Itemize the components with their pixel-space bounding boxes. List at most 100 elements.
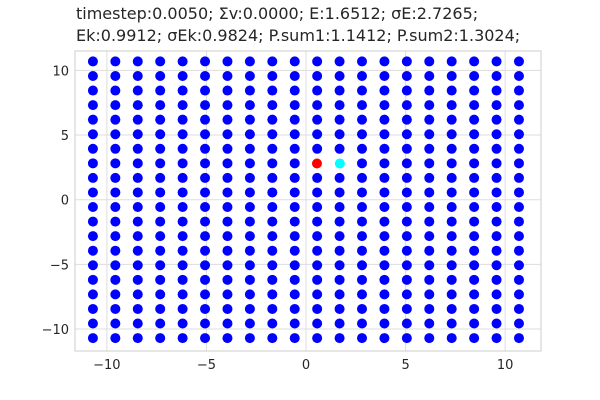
lattice-point [222, 114, 233, 125]
lattice-point [491, 202, 502, 213]
lattice-point [289, 85, 300, 96]
lattice-point [446, 274, 457, 285]
lattice-point [312, 260, 323, 271]
lattice-point [446, 303, 457, 314]
lattice-point [513, 245, 524, 256]
lattice-point [155, 245, 166, 256]
lattice-point [177, 231, 188, 242]
lattice-point [155, 114, 166, 125]
lattice-point [267, 158, 278, 169]
lattice-point [87, 216, 98, 227]
x-tick-label: −5 [197, 358, 216, 373]
y-tick-label: 0 [61, 194, 69, 209]
lattice-point [132, 85, 143, 96]
lattice-point [491, 85, 502, 96]
lattice-point [379, 216, 390, 227]
lattice-point [155, 158, 166, 169]
lattice-point [155, 202, 166, 213]
lattice-point [401, 202, 412, 213]
x-tick-label: 0 [302, 358, 310, 373]
lattice-point [446, 318, 457, 329]
lattice-point [401, 318, 412, 329]
lattice-point [312, 202, 323, 213]
data-points [87, 56, 524, 344]
lattice-point [177, 172, 188, 183]
lattice-point [110, 231, 121, 242]
lattice-point [200, 274, 211, 285]
grid-lines [75, 51, 541, 351]
lattice-point [491, 245, 502, 256]
lattice-point [244, 216, 255, 227]
lattice-point [155, 231, 166, 242]
lattice-point [312, 245, 323, 256]
lattice-point [87, 303, 98, 314]
lattice-point [312, 70, 323, 81]
lattice-point [424, 231, 435, 242]
lattice-point [334, 245, 345, 256]
y-tick-label: −5 [50, 258, 69, 273]
lattice-point [424, 143, 435, 154]
lattice-point [424, 129, 435, 140]
lattice-point [267, 303, 278, 314]
lattice-point [357, 187, 368, 198]
lattice-point [334, 333, 345, 344]
lattice-point [513, 202, 524, 213]
lattice-point [267, 245, 278, 256]
lattice-point [177, 56, 188, 67]
lattice-point [177, 143, 188, 154]
lattice-point [401, 333, 412, 344]
lattice-point [110, 318, 121, 329]
lattice-point [379, 231, 390, 242]
lattice-point [87, 172, 98, 183]
lattice-point [87, 318, 98, 329]
lattice-point [357, 289, 368, 300]
lattice-point [200, 245, 211, 256]
lattice-point [244, 56, 255, 67]
lattice-point [110, 114, 121, 125]
lattice-point [469, 85, 480, 96]
lattice-point [446, 143, 457, 154]
lattice-point [446, 216, 457, 227]
lattice-point [446, 231, 457, 242]
lattice-point [87, 231, 98, 242]
lattice-point [334, 187, 345, 198]
lattice-point [244, 172, 255, 183]
lattice-point [110, 100, 121, 111]
lattice-point [513, 114, 524, 125]
lattice-point [87, 129, 98, 140]
lattice-point [424, 158, 435, 169]
lattice-point [491, 129, 502, 140]
lattice-point [244, 143, 255, 154]
lattice-point [132, 231, 143, 242]
lattice-point [200, 318, 211, 329]
lattice-point [244, 85, 255, 96]
lattice-point [469, 289, 480, 300]
lattice-point [289, 216, 300, 227]
lattice-point [110, 129, 121, 140]
lattice-point [222, 260, 233, 271]
lattice-point [222, 202, 233, 213]
lattice-point [132, 260, 143, 271]
lattice-point [177, 274, 188, 285]
lattice-point [312, 56, 323, 67]
lattice-point [87, 333, 98, 344]
lattice-point [401, 187, 412, 198]
lattice-point [334, 143, 345, 154]
red-particle [311, 158, 322, 169]
lattice-point [200, 100, 211, 111]
lattice-point [222, 100, 233, 111]
lattice-point [424, 172, 435, 183]
lattice-point [110, 85, 121, 96]
lattice-point [87, 85, 98, 96]
lattice-point [312, 303, 323, 314]
lattice-point [513, 70, 524, 81]
lattice-point [379, 100, 390, 111]
lattice-point [401, 85, 412, 96]
lattice-point [401, 70, 412, 81]
lattice-point [491, 303, 502, 314]
lattice-point [424, 70, 435, 81]
chart-title-line-2: Ek:0.9912; σEk:0.9824; P.sum1:1.1412; P.… [76, 26, 521, 45]
lattice-point [267, 56, 278, 67]
lattice-point [177, 85, 188, 96]
lattice-point [200, 289, 211, 300]
